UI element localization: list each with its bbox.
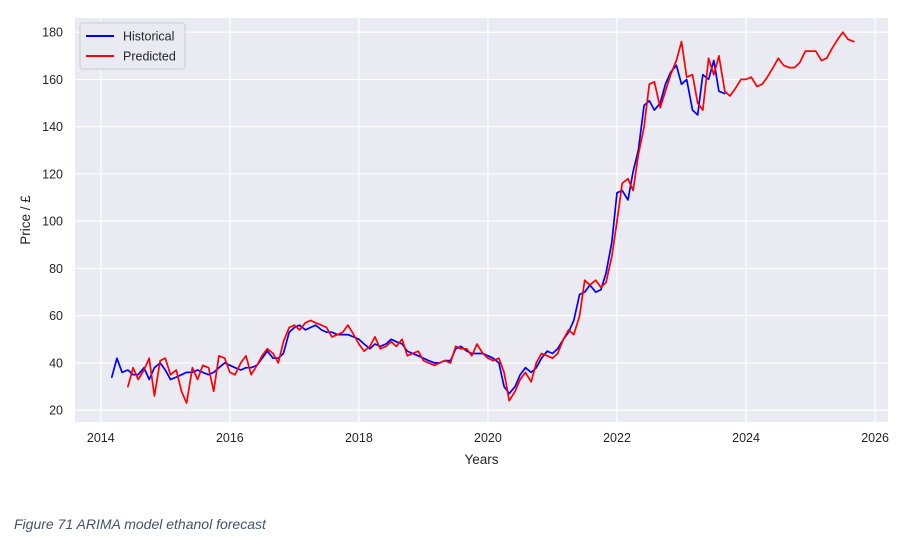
x-axis-ticks: 2014 2016 2018 2020 2022 2024 2026	[87, 431, 889, 445]
y-tick-label: 40	[49, 356, 63, 370]
x-tick-label: 2024	[732, 431, 760, 445]
series-line-historical	[110, 59, 726, 395]
legend-label-historical: Historical	[123, 30, 174, 44]
y-tick-label: 20	[49, 404, 63, 418]
legend-box	[79, 22, 186, 70]
y-tick-label: 100	[42, 215, 63, 229]
series-line-predicted	[127, 31, 855, 404]
x-tick-label: 2018	[345, 431, 373, 445]
x-tick-label: 2014	[87, 431, 115, 445]
y-tick-label: 160	[42, 73, 63, 87]
y-tick-label: 120	[42, 167, 63, 181]
figure-caption: Figure 71 ARIMA model ethanol forecast	[14, 516, 266, 532]
x-tick-label: 2020	[474, 431, 502, 445]
series-lines	[110, 31, 855, 404]
y-tick-label: 180	[42, 26, 63, 40]
x-axis-label: Years	[464, 452, 498, 467]
legend-label-predicted: Predicted	[123, 50, 176, 64]
y-tick-label: 80	[49, 262, 63, 276]
x-tick-label: 2016	[216, 431, 244, 445]
y-axis-ticks: 20 40 60 80 100 120 140 160 180	[42, 26, 63, 418]
gridlines	[75, 18, 888, 422]
y-tick-label: 60	[49, 309, 63, 323]
legend: Historical Predicted	[79, 22, 186, 70]
y-tick-label: 140	[42, 120, 63, 134]
plot-area	[75, 18, 888, 422]
y-axis-label: Price / £	[18, 195, 33, 245]
x-tick-label: 2026	[861, 431, 889, 445]
x-tick-label: 2022	[603, 431, 631, 445]
